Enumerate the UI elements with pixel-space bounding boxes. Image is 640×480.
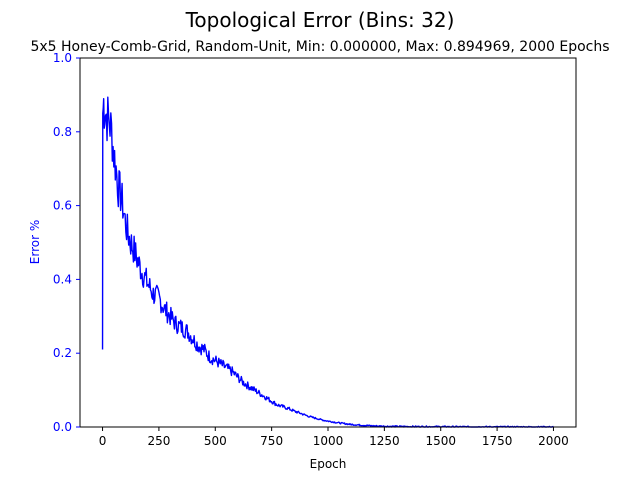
x-tick-label: 1000 — [313, 434, 344, 448]
x-tick-label: 0 — [99, 434, 107, 448]
y-axis-label: Error % — [28, 220, 42, 264]
y-tick-label: 0.6 — [53, 199, 72, 213]
y-tick-label: 0.2 — [53, 346, 72, 360]
x-tick-label: 250 — [147, 434, 170, 448]
y-tick-label: 0.4 — [53, 272, 72, 286]
plot-area: 0 250 500 750 1000 1250 1500 1750 2000 0.0 0.2 0.4 0… — [53, 51, 577, 448]
x-tick-label: 1500 — [425, 434, 456, 448]
x-tick-label: 1250 — [369, 434, 400, 448]
chart-title: Topological Error (Bins: 32) — [185, 8, 455, 32]
axes-frame — [79, 57, 577, 428]
x-tick-label: 500 — [204, 434, 227, 448]
x-tick-label: 1750 — [482, 434, 513, 448]
y-tick-label: 1.0 — [53, 51, 72, 65]
error-series-line — [101, 96, 554, 428]
y-tick-label: 0.8 — [53, 125, 72, 139]
chart-subtitle: 5x5 Honey-Comb-Grid, Random-Unit, Min: 0… — [30, 39, 609, 55]
y-tick-label: 0.0 — [53, 420, 72, 434]
x-tick-label: 750 — [260, 434, 283, 448]
x-tick-label: 2000 — [538, 434, 569, 448]
x-axis-label: Epoch — [310, 457, 347, 471]
